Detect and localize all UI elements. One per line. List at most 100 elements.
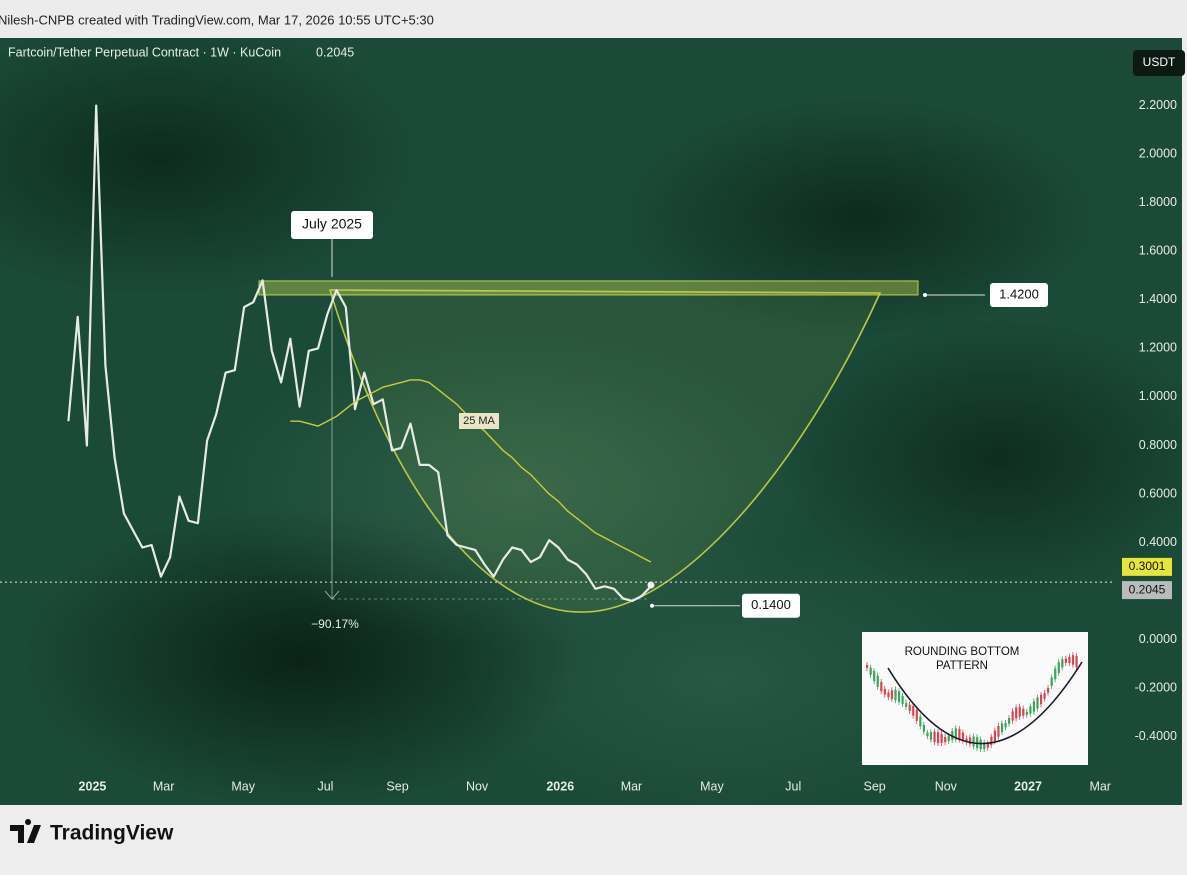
- currency-badge: [1133, 50, 1185, 76]
- inset-candle: [876, 675, 879, 687]
- inset-candle: [965, 738, 968, 743]
- title-price: 0.2045: [316, 45, 354, 59]
- y-tick-label: 2.2000: [1139, 98, 1177, 112]
- inset-candle: [933, 731, 936, 743]
- inset-candle: [1008, 717, 1011, 724]
- y-tick-label: -0.2000: [1135, 681, 1177, 695]
- inset-candle: [1015, 707, 1018, 719]
- x-tick-label: Nov: [935, 779, 958, 793]
- inset-candle: [1000, 723, 1004, 733]
- resistance-dot: [923, 292, 927, 297]
- ma-tag: [1122, 557, 1172, 576]
- y-tick-label: 1.4000: [1139, 292, 1177, 306]
- ma-tag-label: 0.3001: [1129, 559, 1166, 573]
- inset-candle: [1075, 656, 1078, 668]
- inset-candle: [869, 667, 872, 675]
- x-tick-label: Jul: [785, 779, 801, 793]
- brand-logo: TradingView: [10, 819, 174, 845]
- inset-candle: [1043, 693, 1046, 699]
- x-tick-label: Sep: [863, 779, 885, 793]
- inset: ROUNDING BOTTOM PATTERN: [862, 632, 1088, 765]
- cup-pattern: [328, 289, 882, 613]
- inset-candle: [922, 724, 925, 732]
- inset-candle: [1025, 711, 1028, 715]
- inset-candle: [1004, 722, 1007, 728]
- x-tick-label: 2027: [1014, 779, 1042, 793]
- inset-candle: [1036, 697, 1039, 709]
- inset-candle: [901, 695, 904, 705]
- x-tick-label: May: [231, 779, 255, 793]
- inset-candle: [905, 702, 908, 708]
- inset-candle: [1022, 708, 1025, 716]
- x-tick-label: 2025: [79, 779, 107, 793]
- low-label: 0.1400: [751, 597, 791, 612]
- inset-candle: [993, 730, 996, 742]
- y-tick-label: 0.8000: [1139, 438, 1177, 452]
- inset-candle: [1057, 662, 1060, 673]
- inset-candle: [1029, 706, 1032, 714]
- peak-label: July 2025: [302, 216, 362, 232]
- inset-candle: [1011, 711, 1014, 721]
- inset-candle: [929, 732, 933, 740]
- inset-candle: [1071, 655, 1075, 665]
- inset-candle: [937, 732, 940, 744]
- y-tick-label: 2.0000: [1139, 146, 1177, 160]
- peak-box: [291, 211, 373, 239]
- brand-name: TradingView: [50, 822, 174, 845]
- x-tick-label: Jul: [317, 779, 333, 793]
- x-tick-label: Mar: [1089, 779, 1111, 793]
- drawdown-label: −90.17%: [311, 617, 359, 631]
- inset-candle: [887, 692, 890, 698]
- inset-candle: [986, 743, 989, 748]
- inset-title: PATTERN: [936, 660, 988, 672]
- inset-candle: [873, 671, 876, 682]
- series-line: [67, 104, 652, 602]
- y-tick-label: 1.8000: [1139, 195, 1177, 209]
- y-tick-label: 1.0000: [1139, 389, 1177, 403]
- inset-candle: [1068, 656, 1071, 663]
- inset-candle: [880, 681, 883, 692]
- inset-candle: [1032, 701, 1036, 712]
- inset-candle: [968, 737, 972, 745]
- inset-candle: [890, 690, 894, 699]
- x-tick-label: Mar: [153, 779, 175, 793]
- x-tick-label: 2026: [546, 779, 574, 793]
- drawdown-arrowhead: [324, 590, 340, 600]
- low-box: [742, 593, 800, 618]
- inset-candle: [926, 732, 929, 737]
- x-tick-label: Nov: [466, 779, 489, 793]
- brand-icon: [10, 819, 41, 843]
- resistance-box: [990, 282, 1048, 307]
- resistance-label: 1.4200: [999, 286, 1039, 301]
- y-tick-label: 1.2000: [1139, 341, 1177, 355]
- inset-candle: [961, 732, 965, 741]
- inset-candle: [983, 742, 986, 750]
- x-tick-label: Mar: [621, 779, 643, 793]
- y-tick-label: 0.4000: [1139, 535, 1177, 549]
- y-tick-label: 0.6000: [1139, 486, 1177, 500]
- inset-candle: [997, 726, 1000, 737]
- inset-candle: [958, 729, 961, 740]
- inset-candle: [894, 689, 897, 701]
- inset-arc: [887, 661, 1083, 745]
- inset-candle: [1047, 688, 1050, 693]
- chart-background: [0, 38, 1182, 805]
- inset-candle: [897, 691, 901, 702]
- ma-name-box: [459, 413, 499, 429]
- low-dot: [650, 603, 654, 608]
- y-tick-label: -0.4000: [1135, 729, 1177, 743]
- inset-candle: [1064, 658, 1067, 663]
- y-tick-label: 0.0000: [1139, 632, 1177, 646]
- inset-candle: [1061, 659, 1064, 668]
- inset-candle: [883, 688, 886, 695]
- currency: USDT: [1143, 55, 1176, 69]
- x-tick-label: Sep: [386, 779, 408, 793]
- inset-candle: [1054, 668, 1057, 680]
- last-price-label: 0.2045: [1129, 582, 1166, 596]
- x-tick-label: May: [700, 779, 724, 793]
- inset-candle: [1039, 694, 1043, 705]
- inset-candle: [908, 704, 911, 711]
- y-tick-label: 1.6000: [1139, 244, 1177, 258]
